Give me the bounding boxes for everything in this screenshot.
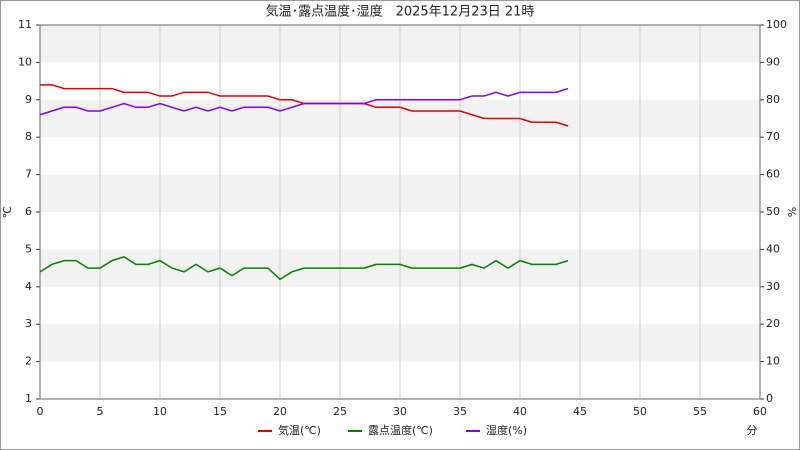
y2-tick-label: 80 — [766, 93, 780, 106]
y-tick-label: 11 — [18, 18, 32, 31]
x-tick-label: 55 — [693, 405, 707, 418]
y-tick-label: 5 — [25, 242, 32, 255]
x-tick-label: 25 — [333, 405, 347, 418]
legend-label: 湿度(%) — [486, 423, 527, 437]
y-tick-label: 7 — [25, 168, 32, 181]
x-tick-label: 35 — [453, 405, 467, 418]
x-tick-label: 40 — [513, 405, 527, 418]
y2-tick-label: 20 — [766, 317, 780, 330]
x-tick-label: 45 — [573, 405, 587, 418]
x-tick-label: 20 — [273, 405, 287, 418]
chart-title: 気温･露点温度･湿度 2025年12月23日 21時 — [266, 4, 535, 20]
plot-border — [39, 24, 761, 400]
y-axis-label: ℃ — [1, 206, 14, 218]
y-tick-label: 1 — [25, 392, 32, 405]
series-line — [39, 87, 569, 116]
y-tick-label: 9 — [25, 93, 32, 106]
y2-tick-label: 50 — [766, 205, 780, 218]
x-tick-label: 5 — [97, 405, 104, 418]
x-tick-label: 30 — [393, 405, 407, 418]
x-tick-label: 10 — [153, 405, 167, 418]
y-tick-label: 6 — [25, 205, 32, 218]
x-tick-label: 15 — [213, 405, 227, 418]
y2-tick-label: 0 — [766, 392, 773, 405]
y2-tick-label: 30 — [766, 280, 780, 293]
y2-tick-label: 70 — [766, 130, 780, 143]
y2-tick-label: 90 — [766, 55, 780, 68]
y2-tick-label: 40 — [766, 242, 780, 255]
y2-axis-label: % — [785, 207, 798, 217]
series-line — [39, 256, 569, 281]
y-tick-label: 3 — [25, 317, 32, 330]
x-axis-label: 分 — [747, 424, 758, 437]
y2-tick-label: 100 — [766, 18, 787, 31]
y2-tick-label: 60 — [766, 168, 780, 181]
legend-label: 露点温度(℃) — [368, 423, 433, 437]
y-tick-label: 4 — [25, 280, 32, 293]
x-tick-label: 60 — [753, 405, 767, 418]
x-tick-label: 0 — [37, 405, 44, 418]
y-tick-label: 2 — [25, 355, 32, 368]
y-tick-label: 8 — [25, 130, 32, 143]
x-tick-label: 50 — [633, 405, 647, 418]
y2-tick-label: 10 — [766, 355, 780, 368]
legend-label: 気温(℃) — [278, 423, 321, 437]
y-tick-label: 10 — [18, 55, 32, 68]
